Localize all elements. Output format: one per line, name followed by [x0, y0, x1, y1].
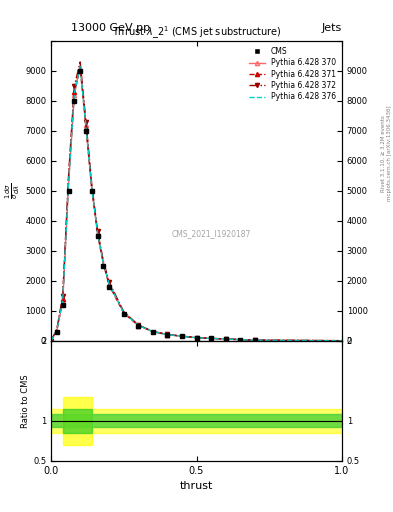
Bar — [63, 409, 92, 433]
Text: Rivet 3.1.10, ≥ 3.2M events: Rivet 3.1.10, ≥ 3.2M events — [381, 115, 386, 192]
Bar — [63, 397, 92, 445]
Bar — [51, 409, 342, 433]
Text: Jets: Jets — [321, 23, 342, 33]
Text: mcplots.cern.ch [arXiv:1306.3436]: mcplots.cern.ch [arXiv:1306.3436] — [387, 106, 391, 201]
Y-axis label: Ratio to CMS: Ratio to CMS — [21, 374, 30, 428]
X-axis label: thrust: thrust — [180, 481, 213, 491]
Legend: CMS, Pythia 6.428 370, Pythia 6.428 371, Pythia 6.428 372, Pythia 6.428 376: CMS, Pythia 6.428 370, Pythia 6.428 371,… — [247, 45, 338, 103]
Text: CMS_2021_I1920187: CMS_2021_I1920187 — [171, 229, 251, 238]
Bar — [51, 414, 342, 427]
Title: Thrust $\lambda\_2^1$ (CMS jet substructure): Thrust $\lambda\_2^1$ (CMS jet substruct… — [112, 25, 281, 41]
Y-axis label: $\frac{1}{\sigma}\frac{d\sigma}{d\lambda}$: $\frac{1}{\sigma}\frac{d\sigma}{d\lambda… — [4, 183, 22, 199]
Text: 13000 GeV pp: 13000 GeV pp — [71, 23, 150, 33]
